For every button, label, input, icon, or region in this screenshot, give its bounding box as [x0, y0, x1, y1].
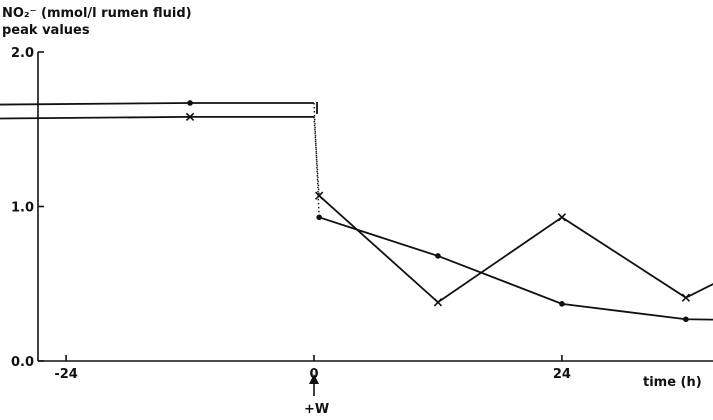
x-tick-label: -24 — [54, 367, 78, 382]
axes — [37, 52, 713, 362]
series-cross — [0, 112, 713, 307]
series-layer — [0, 100, 713, 323]
y-tick-label: 2.0 — [11, 46, 34, 61]
series-line-pre — [0, 102, 314, 106]
data-point-cross — [681, 293, 691, 302]
series-drop-line — [313, 102, 320, 218]
data-point-dot — [559, 301, 565, 307]
data-point-cross — [314, 191, 324, 200]
data-point-dot — [435, 253, 441, 259]
series-line-post — [318, 216, 713, 321]
cross-stroke — [185, 112, 195, 122]
cross-stroke — [314, 191, 324, 200]
y-ticks: 0.0 1.0 2.0 — [11, 46, 44, 370]
data-point-dot — [316, 214, 322, 221]
addition-marker: +W — [304, 374, 329, 417]
series-line-pre — [0, 115, 314, 120]
series-line-post — [318, 195, 713, 304]
data-point-cross — [185, 112, 195, 122]
y-tick-label: 0.0 — [11, 355, 34, 370]
data-point-cross — [433, 298, 443, 307]
y-axis-label-line1: NO₂⁻ (mmol/l rumen fluid) — [2, 6, 192, 21]
x-axis-label: time (h) — [643, 375, 702, 390]
y-axis-label-line2: peak values — [2, 23, 90, 38]
addition-arrow-head — [309, 374, 319, 384]
x-tick-label: 24 — [553, 367, 571, 382]
cross-stroke — [681, 293, 691, 302]
y-tick-label: 1.0 — [11, 201, 34, 216]
x-ticks: -48-240244872 — [54, 355, 571, 382]
data-point-dot — [683, 316, 689, 323]
series-dot — [0, 100, 713, 323]
series-drop-line — [313, 116, 320, 196]
cross-stroke — [557, 213, 567, 222]
cross-stroke — [433, 298, 443, 307]
data-point-dot — [187, 100, 193, 106]
addition-label: +W — [304, 402, 329, 417]
data-point-cross — [557, 213, 567, 222]
